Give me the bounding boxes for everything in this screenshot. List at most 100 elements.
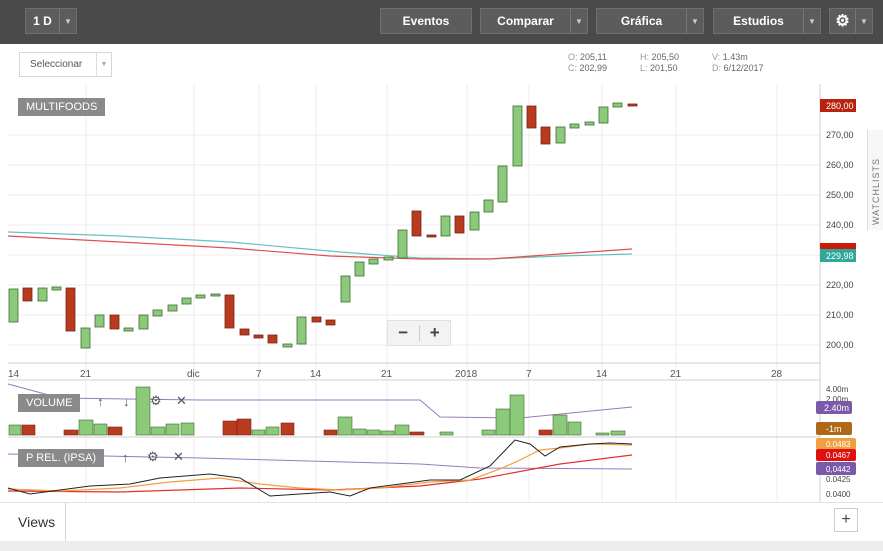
- volume-bar: [323, 429, 338, 436]
- events-button[interactable]: Eventos: [380, 8, 472, 34]
- volume-bar: [265, 426, 280, 436]
- candle-down: [454, 215, 465, 234]
- x-tick: 2018: [455, 369, 478, 380]
- interval-select[interactable]: 1 D ▼: [25, 8, 77, 34]
- candle-up: [51, 286, 62, 291]
- volume-bar: [165, 423, 180, 436]
- y-tick: 4.00m: [826, 385, 849, 394]
- chart-type-button[interactable]: Gráfica ▼: [596, 8, 704, 34]
- sub-toolbar: Seleccionar ▼ O: 205,11 C: 202,99 H: 205…: [0, 44, 883, 84]
- ma-teal-badge: [820, 249, 856, 262]
- zoom-out-button[interactable]: −: [398, 323, 409, 342]
- y-tick: 2.00m: [826, 395, 849, 404]
- close-label: C:: [568, 63, 577, 73]
- open-value: 205,11: [580, 52, 607, 62]
- zoom-in-button[interactable]: +: [429, 323, 440, 342]
- gear-icon[interactable]: ⚙: [147, 449, 159, 464]
- candle-up: [94, 314, 105, 328]
- volume-bar: [180, 422, 195, 436]
- y-tick: 260,00: [826, 160, 854, 170]
- candle-up: [612, 102, 623, 108]
- y-tick: 200,00: [826, 340, 854, 350]
- chevron-down-icon: ▼: [686, 9, 703, 33]
- compare-button[interactable]: Comparar ▼: [480, 8, 588, 34]
- arrow-up-icon[interactable]: ↑: [97, 394, 104, 409]
- prel-orange-badge: [816, 438, 856, 450]
- candle-down: [239, 328, 250, 336]
- volume-bar: [63, 429, 79, 436]
- low-label: L:: [640, 63, 648, 73]
- volume-bar: [439, 431, 454, 436]
- volume-bar: [595, 432, 610, 436]
- candle-up: [598, 106, 609, 124]
- candle-down: [267, 334, 278, 344]
- moving-average-red-line: [7, 235, 633, 260]
- volume-bar: [495, 408, 511, 436]
- candle-down: [426, 234, 437, 238]
- prel-orange-line: [7, 443, 633, 492]
- volume-bar: [93, 423, 108, 436]
- settings-button[interactable]: ⚙ ▼: [829, 8, 873, 34]
- chevron-down-icon: ▼: [570, 9, 587, 33]
- candle-up: [584, 121, 595, 126]
- last-price-text: 280,00: [826, 101, 854, 111]
- candle-down: [540, 126, 551, 145]
- main-chart-label: MULTIFOODS: [18, 98, 106, 116]
- zoom-control: − +: [387, 320, 451, 346]
- high-value: 205,50: [651, 52, 680, 62]
- ma-teal-text: 229,98: [826, 251, 854, 261]
- drawing-select[interactable]: Seleccionar ▼: [19, 52, 112, 77]
- prel-purple-text: 0,0442: [826, 465, 851, 474]
- volume-bar: [610, 430, 626, 436]
- volume-bar: [21, 424, 36, 436]
- close-icon[interactable]: ✕: [173, 449, 184, 464]
- candle-up: [354, 261, 365, 277]
- ma-red-badge: [820, 243, 856, 254]
- studies-button[interactable]: Estudios ▼: [713, 8, 821, 34]
- candle-up: [210, 293, 221, 297]
- y-tick: 250,00: [826, 190, 854, 200]
- candle-up: [569, 123, 580, 129]
- moving-average-teal-line: [7, 231, 633, 260]
- candle-up: [440, 215, 451, 237]
- y-tick: 210,00: [826, 310, 854, 320]
- candle-up: [497, 165, 508, 203]
- x-tick: 7: [526, 369, 532, 380]
- volume-bar: [107, 426, 123, 436]
- x-tick: 21: [381, 369, 393, 380]
- arrow-down-icon[interactable]: ↓: [123, 394, 130, 409]
- views-tab[interactable]: Views: [8, 503, 66, 541]
- open-label: O:: [568, 52, 578, 62]
- volume-bar: [366, 429, 381, 436]
- volume-bar: [481, 429, 496, 436]
- close-icon[interactable]: ✕: [176, 393, 187, 408]
- prel-purple-line: [7, 453, 633, 470]
- volume-bar: [222, 420, 238, 436]
- volume-bar: [150, 426, 166, 436]
- bottom-strip: [0, 541, 883, 551]
- compare-label: Comparar: [497, 14, 554, 28]
- add-view-button[interactable]: +: [834, 508, 858, 532]
- candle-up: [296, 316, 307, 345]
- x-tick: 7: [256, 369, 262, 380]
- arrow-up-icon[interactable]: ↑: [122, 450, 129, 465]
- prel-red-text: 0.0467: [826, 451, 851, 460]
- chevron-down-icon: ▼: [803, 9, 820, 33]
- candle-up: [123, 327, 134, 332]
- y-tick: 0.0400: [826, 490, 851, 499]
- watchlists-tab[interactable]: WATCHLISTS: [867, 130, 883, 230]
- volume-bar: [280, 422, 295, 436]
- volume-bar: [380, 430, 395, 436]
- watchlists-label: WATCHLISTS: [871, 157, 881, 225]
- volume-bar: [236, 418, 252, 436]
- candle-down: [22, 287, 33, 302]
- volume-bar: [8, 424, 22, 436]
- candle-up: [167, 304, 178, 312]
- chart-canvas[interactable]: 270,00 260,00 250,00 240,00 220,00 210,0…: [0, 84, 867, 502]
- volume-bar: [337, 416, 353, 436]
- volume-bar: [352, 428, 367, 436]
- candle-down: [526, 105, 537, 129]
- prel-purple-badge: [816, 462, 856, 475]
- candle-up: [80, 327, 91, 349]
- gear-icon[interactable]: ⚙: [150, 393, 162, 408]
